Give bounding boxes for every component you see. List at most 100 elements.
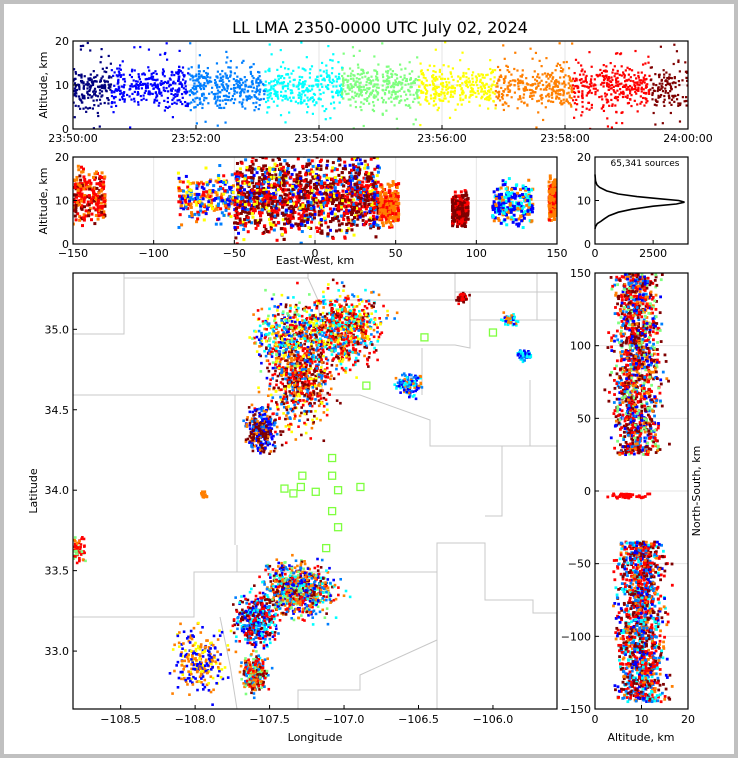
source-point (253, 94, 256, 97)
source-point (312, 182, 316, 186)
source-point (606, 125, 610, 128)
source-point (329, 102, 333, 105)
source-point (195, 192, 199, 196)
source-point (224, 102, 228, 105)
source-point (270, 174, 274, 178)
source-point (240, 90, 243, 93)
source-point (553, 80, 557, 83)
source-point (438, 98, 441, 101)
source-point (162, 89, 165, 92)
source-point (391, 208, 395, 212)
source-point (98, 208, 102, 212)
source-point (572, 90, 575, 94)
source-point (552, 85, 555, 89)
source-point (202, 70, 206, 73)
source-point (340, 90, 344, 93)
source-point (253, 167, 257, 171)
source-point (364, 220, 368, 224)
source-point (245, 79, 248, 82)
source-point (177, 200, 181, 204)
source-point (114, 88, 118, 91)
source-point (628, 88, 631, 91)
source-point (240, 103, 244, 106)
source-point (289, 92, 293, 95)
source-point (489, 59, 492, 62)
source-point (278, 196, 282, 200)
source-point (252, 102, 255, 105)
source-point (526, 88, 529, 92)
source-point (501, 92, 504, 96)
source-point (637, 76, 640, 79)
source-point (547, 99, 550, 102)
source-point (570, 90, 573, 94)
source-point (289, 225, 293, 229)
source-point (545, 81, 548, 84)
source-point (363, 98, 366, 101)
source-point (137, 92, 140, 96)
source-point (424, 84, 428, 87)
source-point (234, 236, 238, 240)
source-point (206, 82, 209, 85)
source-point (350, 84, 353, 87)
source-point (191, 98, 195, 101)
source-point (252, 63, 255, 66)
source-point (404, 83, 407, 86)
source-point (263, 93, 266, 96)
source-point (258, 201, 262, 205)
source-point (340, 87, 343, 90)
source-point (74, 85, 77, 88)
source-point (521, 81, 525, 85)
source-point (350, 85, 354, 89)
source-point (178, 194, 182, 198)
source-point (391, 197, 395, 201)
source-point (604, 95, 607, 98)
source-point (110, 91, 113, 94)
source-point (250, 212, 254, 216)
source-point (89, 77, 92, 80)
source-point (226, 87, 229, 90)
source-point (303, 68, 306, 71)
source-point (299, 203, 303, 207)
source-point (441, 77, 444, 80)
source-point (392, 85, 396, 88)
source-point (214, 196, 218, 200)
source-point (228, 187, 232, 191)
source-point (221, 181, 225, 185)
source-point (323, 109, 326, 113)
source-point (346, 211, 350, 215)
source-point (350, 189, 354, 193)
source-point (116, 88, 119, 91)
source-point (79, 44, 83, 48)
source-point (358, 215, 362, 219)
source-point (190, 74, 193, 77)
source-point (75, 95, 78, 98)
source-point (554, 83, 557, 87)
source-point (615, 97, 618, 100)
source-point (671, 94, 674, 97)
source-point (311, 217, 315, 221)
source-point (201, 193, 205, 197)
source-point (681, 79, 684, 82)
source-point (357, 171, 361, 175)
source-point (73, 92, 76, 95)
source-point (86, 185, 90, 189)
source-point (294, 185, 298, 189)
source-point (114, 95, 117, 99)
source-point (678, 83, 681, 87)
source-point (443, 97, 446, 100)
source-point (163, 99, 166, 102)
source-point (381, 84, 384, 87)
source-point (531, 83, 534, 87)
source-point (313, 174, 317, 178)
source-point (494, 107, 497, 110)
source-point (215, 193, 219, 197)
source-point (86, 41, 89, 45)
source-point (73, 185, 77, 189)
source-point (298, 91, 301, 94)
source-point (80, 204, 84, 208)
source-point (97, 104, 100, 107)
source-point (367, 95, 371, 98)
source-point (260, 211, 264, 215)
source-point (299, 100, 302, 103)
source-point (286, 200, 290, 204)
